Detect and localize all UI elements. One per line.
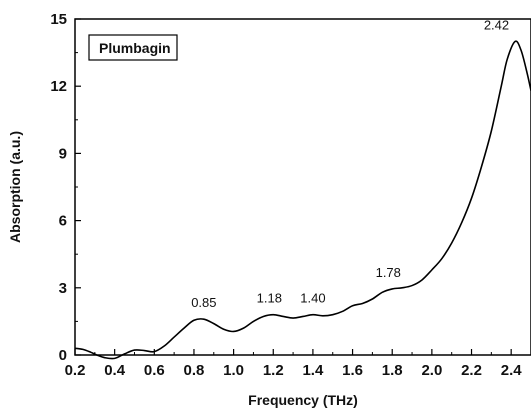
y-axis-ticks: 0 3 6 9 12 15: [50, 11, 81, 364]
x-tick-label: 2.0: [421, 362, 442, 379]
x-axis-ticks: 0.2 0.4 0.6 0.8 1.0 1.2 1.4 1.6 1.8 2.0 2.2 2.4: [65, 349, 523, 379]
y-axis-title: Absorption (a.u.): [7, 131, 23, 243]
y-tick-label: 15: [50, 11, 67, 28]
x-tick-label: 0.8: [184, 362, 205, 379]
x-tick-label: 0.2: [65, 362, 86, 379]
peak-annotations: 0.85 1.18 1.40 1.78 2.42: [191, 17, 509, 310]
x-tick-label: 1.0: [223, 362, 244, 379]
x-tick-label: 2.4: [501, 362, 523, 379]
peak-label: 2.42: [484, 17, 509, 32]
y-tick-label: 6: [59, 213, 67, 230]
x-tick-label: 1.2: [263, 362, 284, 379]
x-tick-label: 0.6: [144, 362, 165, 379]
y-tick-label: 0: [59, 347, 67, 364]
x-axis-title: Frequency (THz): [248, 392, 358, 408]
y-tick-label: 9: [59, 145, 67, 162]
x-tick-label: 1.6: [342, 362, 363, 379]
x-tick-label: 0.4: [104, 362, 126, 379]
peak-label: 1.18: [257, 291, 282, 306]
legend-label: Plumbagin: [99, 40, 171, 56]
peak-label: 0.85: [191, 295, 216, 310]
absorption-line: [74, 40, 531, 360]
peak-label: 1.40: [300, 291, 325, 306]
y-tick-label: 3: [59, 280, 67, 297]
legend-box: [88, 34, 178, 61]
peak-label: 1.78: [376, 265, 401, 280]
x-tick-label: 1.4: [302, 362, 324, 379]
x-tick-label: 1.8: [382, 362, 403, 379]
x-tick-label: 2.2: [461, 362, 482, 379]
legend: Plumbagin: [88, 34, 178, 61]
y-tick-label: 12: [50, 78, 67, 95]
plot-frame: [74, 18, 531, 356]
